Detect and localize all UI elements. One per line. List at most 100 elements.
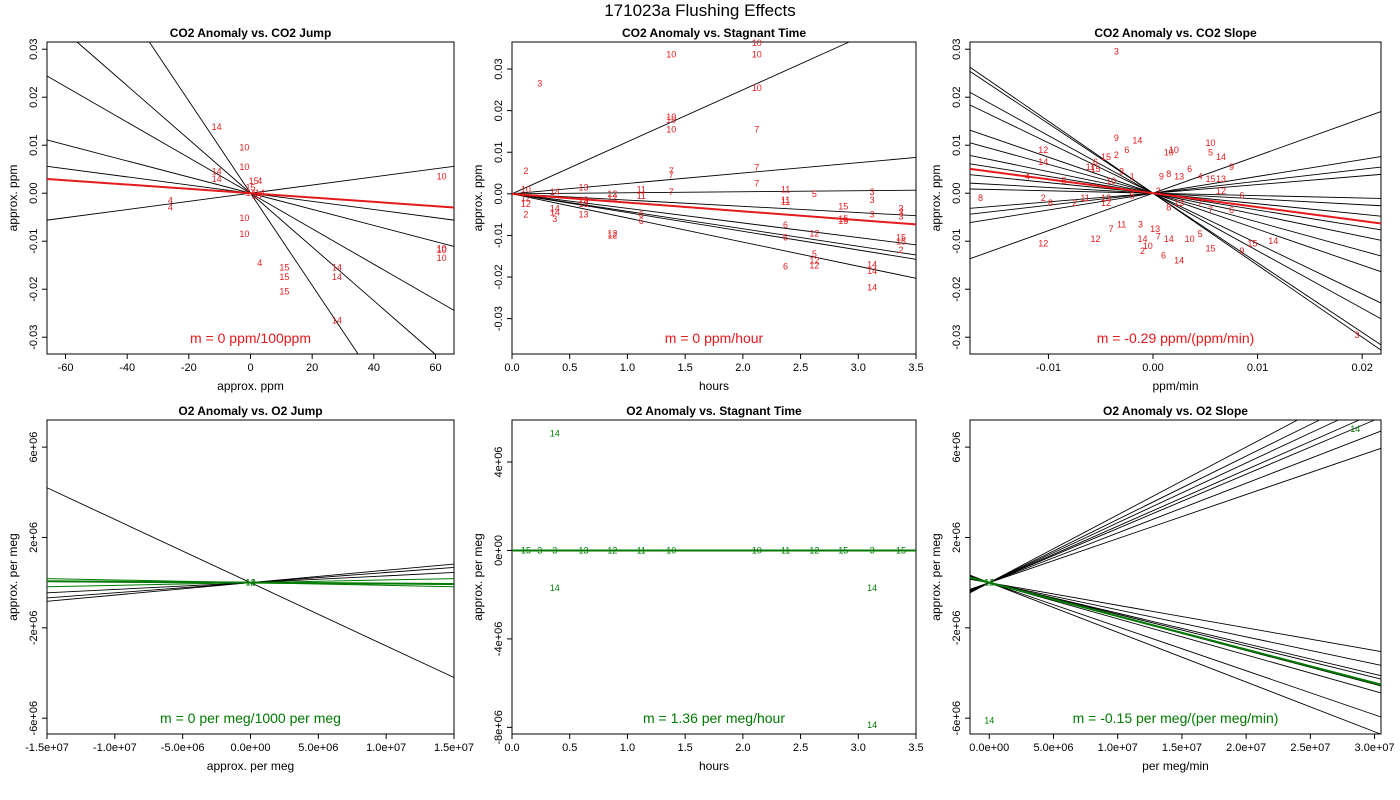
data-point-label: 10 xyxy=(1169,145,1179,155)
data-point-label: 4 xyxy=(257,176,262,186)
data-point-label: 11 xyxy=(781,197,790,207)
data-point-label: 6 xyxy=(1161,251,1166,261)
x-tick-label: 3.0e+07 xyxy=(1355,742,1395,754)
fit-line xyxy=(511,193,917,246)
data-point-label: 8 xyxy=(1048,198,1053,208)
slope-annotation: m = -0.15 per meg/(per meg/min) xyxy=(1073,710,1279,726)
data-point-label: 2 xyxy=(1140,246,1145,256)
y-tick-label: 6e+06 xyxy=(951,432,963,463)
data-point-label: 10 xyxy=(666,49,676,59)
data-point-label: 11 xyxy=(1080,193,1089,203)
data-point-label: 13 xyxy=(1174,198,1184,208)
y-tick-label: 0.01 xyxy=(493,142,505,163)
data-point-label: 7 xyxy=(1156,231,1161,241)
data-point-label: 12 xyxy=(607,193,617,203)
data-point-label: 14 xyxy=(1216,152,1226,162)
data-point-label: 15 xyxy=(1101,152,1111,162)
data-point-label: 14 xyxy=(867,583,877,593)
data-point-label: 13 xyxy=(579,210,589,220)
data-point-label: 6 xyxy=(639,216,644,226)
panel-o2-stagnant: O2 Anomaly vs. Stagnant Time 0.0 0.5 1.0 1.5… xyxy=(471,404,924,773)
data-point-label: 10 xyxy=(752,545,762,555)
x-tick-label: 0 xyxy=(247,362,253,374)
data-point-label: 15 xyxy=(252,191,262,201)
data-point-label: 7 xyxy=(754,124,759,134)
x-tick-label: 1.0e+07 xyxy=(366,742,406,754)
fit-line xyxy=(969,576,1382,694)
x-tick-label: 2.5e+07 xyxy=(1290,742,1330,754)
data-point-label: 14 xyxy=(1174,255,1184,265)
data-point-label: 11 xyxy=(781,185,790,195)
data-point-label: 14 xyxy=(1164,234,1174,244)
fit-line xyxy=(969,92,1382,320)
x-tick-label: 3.5 xyxy=(908,362,923,374)
y-tick-label: 0.01 xyxy=(28,134,40,155)
y-tick-label: -6e+06 xyxy=(28,701,40,736)
data-point-label: 15 xyxy=(896,233,906,243)
fit-line xyxy=(969,154,1382,241)
y-tick-label: -6e+06 xyxy=(951,701,963,736)
data-point-label: 10 xyxy=(437,243,447,253)
data-point-label: 4 xyxy=(1198,171,1203,181)
data-point-label: 14 xyxy=(245,188,255,198)
data-point-label: 12 xyxy=(245,578,255,588)
data-point-label: 14 xyxy=(1038,157,1048,167)
data-point-label: 13 xyxy=(579,199,589,209)
data-point-label: 4 xyxy=(168,203,173,213)
x-tick-label: 0.5 xyxy=(562,362,577,374)
data-point-label: 3 xyxy=(1354,330,1359,340)
data-point-label: 2 xyxy=(898,245,903,255)
data-point-label: 15 xyxy=(249,176,259,186)
plot-title: CO2 Anomaly vs. CO2 Jump xyxy=(170,26,332,40)
data-point-label: 9 xyxy=(1159,171,1164,181)
data-point-label: 3 xyxy=(1138,219,1143,229)
data-point-label: 7 xyxy=(1109,224,1114,234)
data-point-label: 10 xyxy=(437,245,447,255)
x-tick-label: 3.0 xyxy=(851,742,866,754)
panel-co2-stagnant: CO2 Anomaly vs. Stagnant Time 0.0 0.5 1.0 1.… xyxy=(471,26,924,393)
data-point-label: 7 xyxy=(669,166,674,176)
fit-line xyxy=(76,41,436,355)
data-point-label: 8 xyxy=(978,193,983,203)
data-point-label: 10 xyxy=(239,229,249,239)
fit-line xyxy=(511,189,917,195)
fit-line xyxy=(148,41,359,355)
x-tick-label: 1.5 xyxy=(677,362,692,374)
data-point-label: 14 xyxy=(332,263,342,273)
y-tick-label: -2e+06 xyxy=(951,611,963,646)
data-point-label: 12 xyxy=(607,228,617,238)
data-point-label: 14 xyxy=(1132,135,1142,145)
data-point-label: 12 xyxy=(607,545,617,555)
fit-line xyxy=(969,142,1382,257)
y-tick-label: 0.02 xyxy=(951,86,963,107)
data-point-label: 15 xyxy=(838,214,848,224)
data-point-label: 14 xyxy=(867,266,877,276)
data-point-label: 12 xyxy=(984,578,994,588)
data-point-label: 14 xyxy=(1268,236,1278,246)
data-point-label: 11 xyxy=(1086,162,1095,172)
x-tick-label: -0.01 xyxy=(1036,362,1061,374)
data-point-label: 15 xyxy=(896,237,906,247)
data-point-label: 12 xyxy=(1216,186,1226,196)
x-tick-label: 2.0 xyxy=(735,362,750,374)
data-point-label: 14 xyxy=(550,583,560,593)
x-tick-label: 5.0e+06 xyxy=(298,742,338,754)
data-point-label: 6 xyxy=(783,233,788,243)
x-tick-label: 3.0 xyxy=(851,362,866,374)
x-tick-label: 1.0 xyxy=(620,742,635,754)
data-point-label: 10 xyxy=(1185,234,1195,244)
fit-line xyxy=(969,182,1382,207)
x-tick-label: 40 xyxy=(368,362,380,374)
x-tick-label: 2.0e+07 xyxy=(1226,742,1266,754)
x-axis-label: approx. ppm xyxy=(217,379,284,393)
data-point-label: 14 xyxy=(867,260,877,270)
x-tick-label: 0.0e+00 xyxy=(969,742,1009,754)
data-point-label: 3 xyxy=(552,545,557,555)
x-axis-label: approx. per meg xyxy=(207,759,294,773)
data-point-label: 14 xyxy=(984,578,994,588)
data-point-label: 7 xyxy=(1208,205,1213,215)
data-point-label: 3 xyxy=(537,79,542,89)
data-point-label: 14 xyxy=(212,174,222,184)
x-tick-label: 0.00 xyxy=(1142,362,1163,374)
